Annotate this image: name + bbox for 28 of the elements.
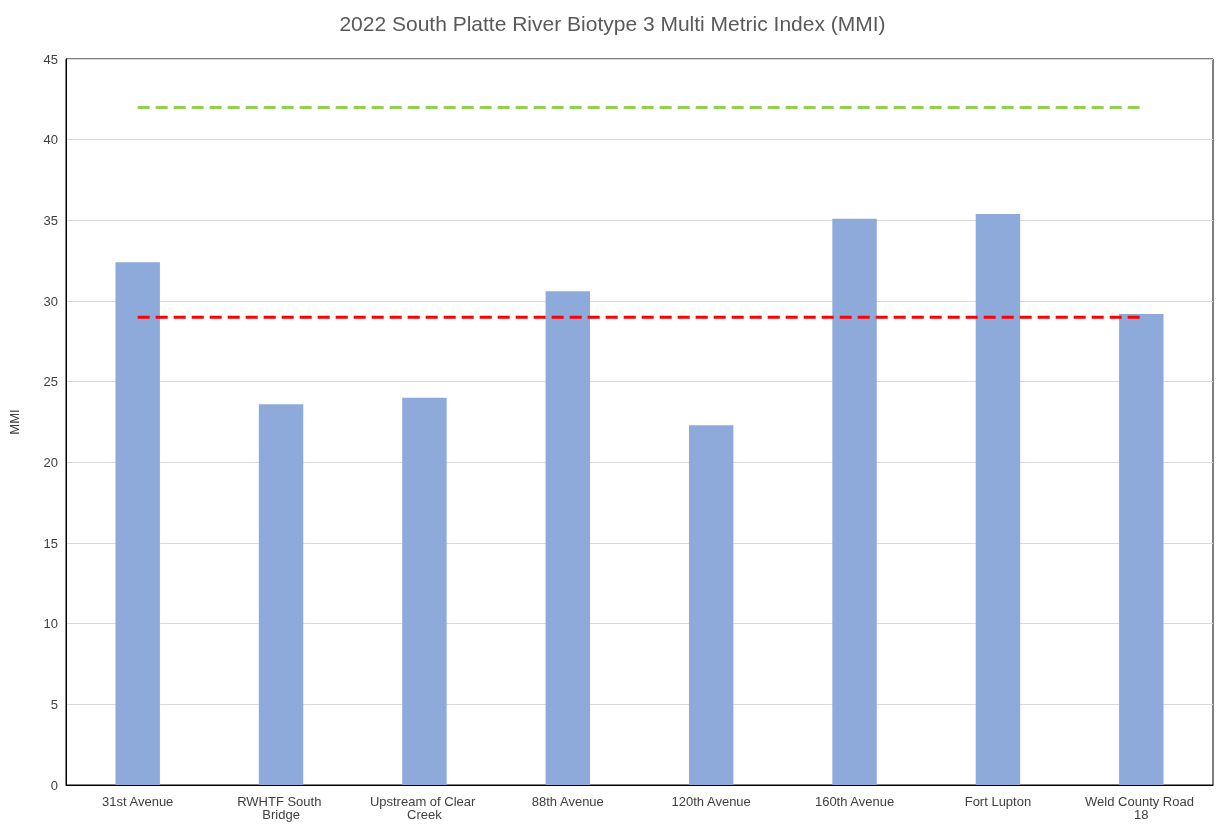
y-tick-label: 40	[43, 132, 58, 148]
y-tick-label: 20	[43, 454, 58, 470]
bar	[688, 425, 734, 785]
x-tick-label: 88th Avenue	[531, 794, 604, 809]
x-tick-label: Upstream of Clear Creek	[369, 794, 479, 822]
y-tick-label: 30	[43, 293, 58, 309]
x-tick-label: Weld County Road 18	[1085, 794, 1198, 822]
y-tick-label: 25	[43, 374, 58, 390]
x-tick-label: 31st Avenue	[102, 794, 174, 809]
x-tick-label: Fort Lupton	[964, 794, 1032, 809]
bar	[975, 213, 1021, 785]
bar	[1119, 313, 1164, 785]
y-tick-label: 15	[43, 535, 58, 551]
bar	[115, 262, 160, 785]
bar	[402, 397, 447, 785]
chart-title: 2022 South Platte River Biotype 3 Multi Metric Index (MMI)	[339, 12, 886, 35]
y-axis-title: MMI	[7, 409, 22, 435]
x-tick-label: RWHTF South Bridge	[237, 794, 326, 822]
x-tick-label: 120th Avenue	[671, 794, 751, 809]
y-tick-label: 5	[50, 696, 58, 712]
y-tick-label: 45	[43, 51, 58, 67]
bar	[258, 404, 304, 785]
bar	[832, 218, 877, 785]
x-tick-label: 160th Avenue	[814, 794, 895, 809]
y-tick-label: 10	[43, 616, 58, 632]
y-tick-label: 35	[43, 212, 58, 228]
y-tick-label: 0	[50, 777, 58, 793]
bar	[545, 291, 591, 785]
